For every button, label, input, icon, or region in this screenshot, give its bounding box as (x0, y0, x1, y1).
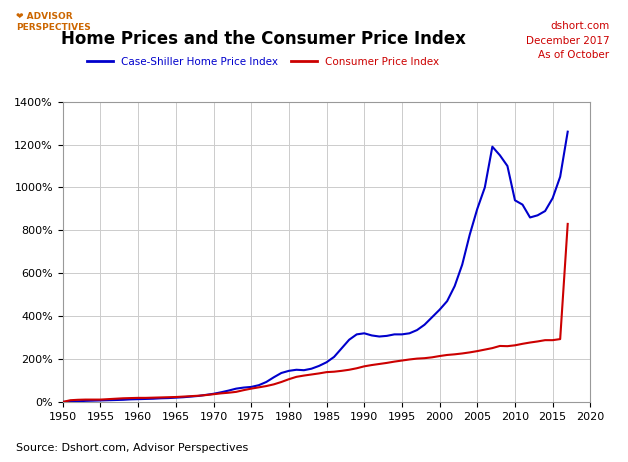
Text: Source: Dshort.com, Advisor Perspectives: Source: Dshort.com, Advisor Perspectives (16, 443, 248, 453)
Text: Home Prices and the Consumer Price Index: Home Prices and the Consumer Price Index (62, 30, 466, 48)
Text: dshort.com
December 2017
As of October: dshort.com December 2017 As of October (526, 21, 609, 61)
Text: ❤ ADVISOR
PERSPECTIVES: ❤ ADVISOR PERSPECTIVES (16, 12, 90, 32)
Legend: Case-Shiller Home Price Index, Consumer Price Index: Case-Shiller Home Price Index, Consumer … (83, 53, 443, 71)
